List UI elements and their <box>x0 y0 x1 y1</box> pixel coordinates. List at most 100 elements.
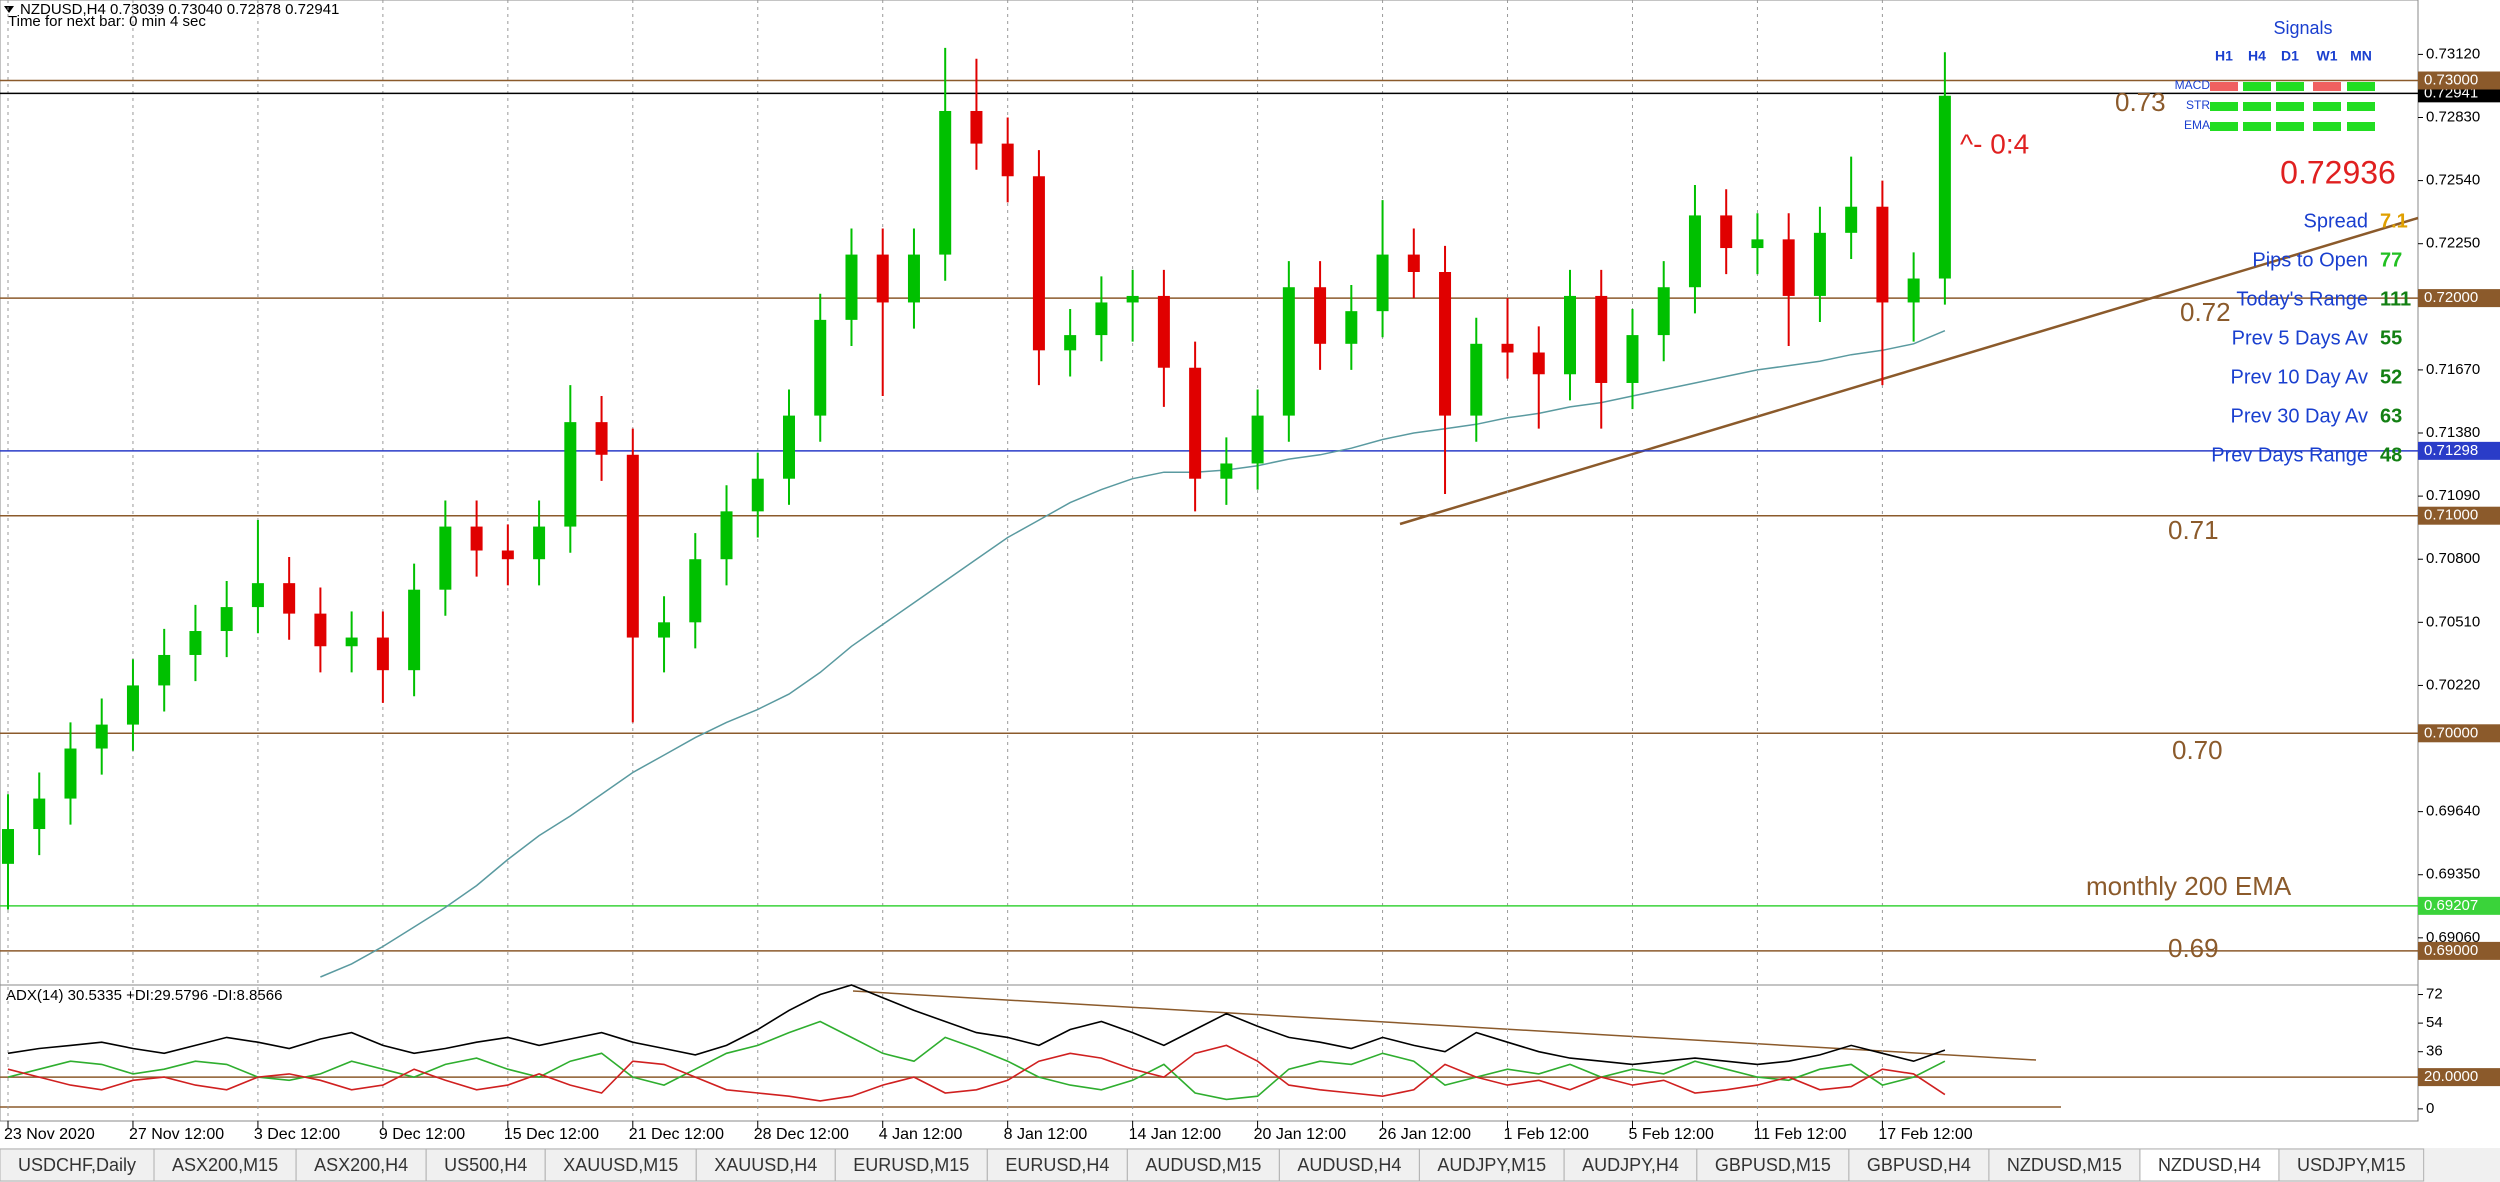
tab-label: AUDUSD,M15 <box>1145 1155 1261 1175</box>
candle-body <box>220 607 233 632</box>
signal-block <box>2313 82 2341 91</box>
annotation: 0.73 <box>2115 87 2166 117</box>
tab-background <box>295 1148 427 1182</box>
y-tick-label: 0.71380 <box>2426 424 2480 441</box>
tab[interactable]: EURUSD,H4 <box>986 1148 1128 1182</box>
tab-background <box>695 1148 836 1182</box>
tab-background <box>1126 1148 1280 1182</box>
tab[interactable]: AUDJPY,H4 <box>1563 1148 1698 1182</box>
signal-column: MN <box>2350 48 2372 64</box>
x-tick-label: 8 Jan 12:00 <box>1004 1126 1088 1143</box>
candle-body <box>1064 335 1077 351</box>
tab[interactable]: USDCHF,Daily <box>0 1148 155 1182</box>
x-tick-label: 11 Feb 12:00 <box>1753 1126 1846 1143</box>
signal-column: H1 <box>2215 48 2233 64</box>
stat-value: 111 <box>2380 288 2411 310</box>
candle-body <box>1626 335 1639 383</box>
tab[interactable]: ASX200,M15 <box>153 1148 297 1182</box>
candle-body <box>626 454 639 638</box>
indicator-line <box>7 1020 1946 1101</box>
stat-value: 7.1 <box>2380 210 2408 232</box>
signal-block <box>2276 122 2304 131</box>
tab[interactable]: ASX200,H4 <box>295 1148 427 1182</box>
signal-row-label: MACD <box>2175 78 2211 92</box>
bar-timer: Time for next bar: 0 min 4 sec <box>8 13 206 30</box>
y-tick-label: 54 <box>2426 1014 2443 1031</box>
tab[interactable]: GBPUSD,M15 <box>1696 1148 1850 1182</box>
stat-label: Prev 30 Day Av <box>2231 405 2368 427</box>
y-tick-label: 0.71090 <box>2426 487 2480 504</box>
tab-label: NZDUSD,H4 <box>2158 1155 2261 1175</box>
annotation: 0.70 <box>2172 735 2223 765</box>
candle-body <box>1938 95 1951 279</box>
tab-background <box>2139 1148 2280 1182</box>
candle-body <box>720 511 733 560</box>
candle-body <box>345 637 358 647</box>
annotation: 0.71 <box>2168 515 2219 545</box>
candle-body <box>1095 302 1108 336</box>
candle-body <box>658 622 671 638</box>
candle-body <box>1220 463 1233 479</box>
y-tick-label: 0.72830 <box>2426 108 2480 125</box>
tab[interactable]: XAUUSD,H4 <box>695 1148 836 1182</box>
tab[interactable]: EURUSD,M15 <box>834 1148 988 1182</box>
candle-body <box>1876 206 1889 303</box>
signal-block <box>2210 102 2238 111</box>
annotation: 0.72 <box>2180 297 2231 327</box>
candle-body <box>1501 343 1514 353</box>
symbol-line: NZDUSD,H4 0.73039 0.73040 0.72878 0.7294… <box>20 1 339 18</box>
collapse-icon <box>4 6 14 13</box>
stat-value: 48 <box>2380 444 2402 466</box>
tab[interactable]: NZDUSD,H4 <box>2139 1148 2280 1182</box>
y-tick-label: 0.70220 <box>2426 676 2480 693</box>
level-box <box>2418 724 2500 743</box>
candle-body <box>501 550 514 560</box>
tab-background <box>1278 1148 1420 1182</box>
level-label: 0.69000 <box>2424 942 2478 959</box>
tab-background <box>2278 1148 2425 1182</box>
signal-block <box>2243 122 2271 131</box>
tab[interactable]: US500,H4 <box>425 1148 546 1182</box>
y-tick-label: 0.70510 <box>2426 613 2480 630</box>
candle-body <box>1595 295 1608 383</box>
candle-body <box>2 829 14 864</box>
tab[interactable]: AUDJPY,M15 <box>1418 1148 1565 1182</box>
y-tick-label: 0.72540 <box>2426 172 2480 189</box>
level-label: 0.71000 <box>2424 507 2478 524</box>
tab[interactable]: AUDUSD,H4 <box>1278 1148 1420 1182</box>
candle-body <box>1564 295 1576 375</box>
signal-block <box>2243 82 2271 91</box>
x-tick-label: 23 Nov 2020 <box>4 1126 95 1143</box>
stat-value: 77 <box>2380 249 2402 271</box>
candle-body <box>876 254 889 303</box>
tab[interactable]: XAUUSD,M15 <box>544 1148 697 1182</box>
tab-label: AUDUSD,H4 <box>1297 1155 1401 1175</box>
stat-label: Spread <box>2304 210 2369 232</box>
signal-block <box>2347 82 2375 91</box>
candle-body <box>1688 215 1701 288</box>
tab[interactable]: NZDUSD,M15 <box>1988 1148 2141 1182</box>
annotation: monthly 200 EMA <box>2086 871 2292 901</box>
candle-body <box>1251 415 1264 464</box>
signal-row-label: EMA <box>2184 118 2210 132</box>
tab-label: ASX200,M15 <box>172 1155 278 1175</box>
tab[interactable]: AUDUSD,M15 <box>1126 1148 1280 1182</box>
candle-body <box>1282 287 1295 416</box>
candle-body <box>1907 278 1920 303</box>
candle-body <box>814 319 827 416</box>
ema-line <box>320 330 1946 978</box>
tab[interactable]: USDJPY,M15 <box>2278 1148 2425 1182</box>
signal-block <box>2210 82 2238 91</box>
tab-label: US500,H4 <box>444 1155 527 1175</box>
signal-block <box>2276 102 2304 111</box>
signals-title: Signals <box>2273 18 2332 38</box>
candle-body <box>1845 206 1858 233</box>
candle-body <box>1032 176 1045 351</box>
candle-body <box>939 110 952 255</box>
tab[interactable]: GBPUSD,H4 <box>1848 1148 1990 1182</box>
signal-block <box>2276 82 2304 91</box>
level-label: 0.73000 <box>2424 71 2478 88</box>
signal-block <box>2347 122 2375 131</box>
candle-body <box>1751 239 1764 249</box>
candle-body <box>689 559 702 623</box>
